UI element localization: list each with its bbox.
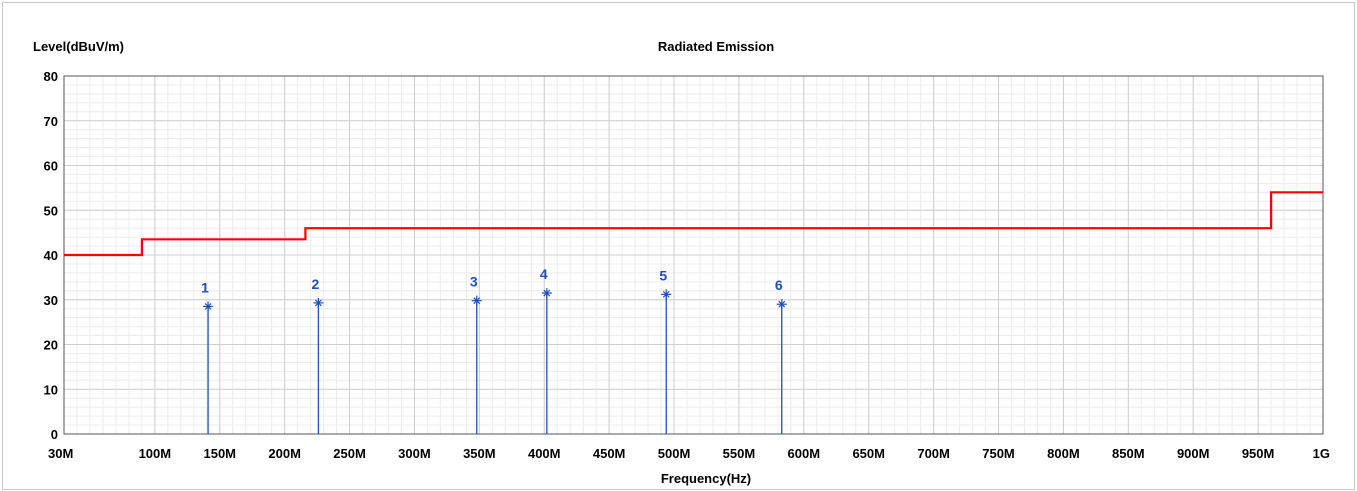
x-tick-label: 400M xyxy=(528,446,561,461)
y-tick-label: 10 xyxy=(44,382,58,397)
y-tick-label: 0 xyxy=(51,427,58,442)
marker-label: 6 xyxy=(775,277,783,293)
x-tick-label: 600M xyxy=(788,446,821,461)
x-tick-label: 100M xyxy=(139,446,172,461)
y-tick-label: 20 xyxy=(44,338,58,353)
x-tick-label: 30M xyxy=(48,446,73,461)
y-tick-label: 40 xyxy=(44,248,58,263)
marker-label: 2 xyxy=(311,276,319,292)
marker-star xyxy=(203,301,213,311)
x-tick-label: 1G xyxy=(1313,446,1330,461)
x-tick-label: 700M xyxy=(917,446,950,461)
marker-6: 6 xyxy=(775,277,787,434)
x-tick-label: 550M xyxy=(723,446,756,461)
marker-label: 5 xyxy=(659,267,667,283)
x-tick-label: 500M xyxy=(658,446,691,461)
marker-star xyxy=(542,288,552,298)
x-tick-label: 950M xyxy=(1242,446,1275,461)
x-tick-label: 850M xyxy=(1112,446,1145,461)
x-tick-label: 200M xyxy=(268,446,301,461)
marker-label: 1 xyxy=(201,279,209,295)
marker-label: 3 xyxy=(470,274,478,290)
x-tick-label: 350M xyxy=(463,446,496,461)
x-tick-label: 250M xyxy=(333,446,366,461)
x-tick-label: 450M xyxy=(593,446,626,461)
y-tick-label: 30 xyxy=(44,293,58,308)
y-tick-label: 60 xyxy=(44,159,58,174)
x-tick-label: 300M xyxy=(398,446,431,461)
x-tick-label: 650M xyxy=(852,446,885,461)
marker-label: 4 xyxy=(540,266,548,282)
y-tick-label: 50 xyxy=(44,203,58,218)
x-axis-ticks: 30M 100M 150M 200M 250M 300M 350M 400M 450M 500M 5… xyxy=(48,446,1330,461)
y-axis-ticks: 0 10 20 30 40 50 60 70 80 xyxy=(44,69,58,442)
chart-title: Radiated Emission xyxy=(658,39,774,54)
marker-star xyxy=(472,296,482,306)
x-axis-label: Frequency(Hz) xyxy=(661,471,751,486)
y-tick-label: 80 xyxy=(44,69,58,84)
x-tick-label: 800M xyxy=(1047,446,1080,461)
x-tick-label: 900M xyxy=(1177,446,1210,461)
x-tick-label: 750M xyxy=(982,446,1015,461)
y-axis-label: Level(dBuV/m) xyxy=(33,39,124,54)
x-tick-label: 150M xyxy=(203,446,236,461)
y-tick-label: 70 xyxy=(44,114,58,129)
